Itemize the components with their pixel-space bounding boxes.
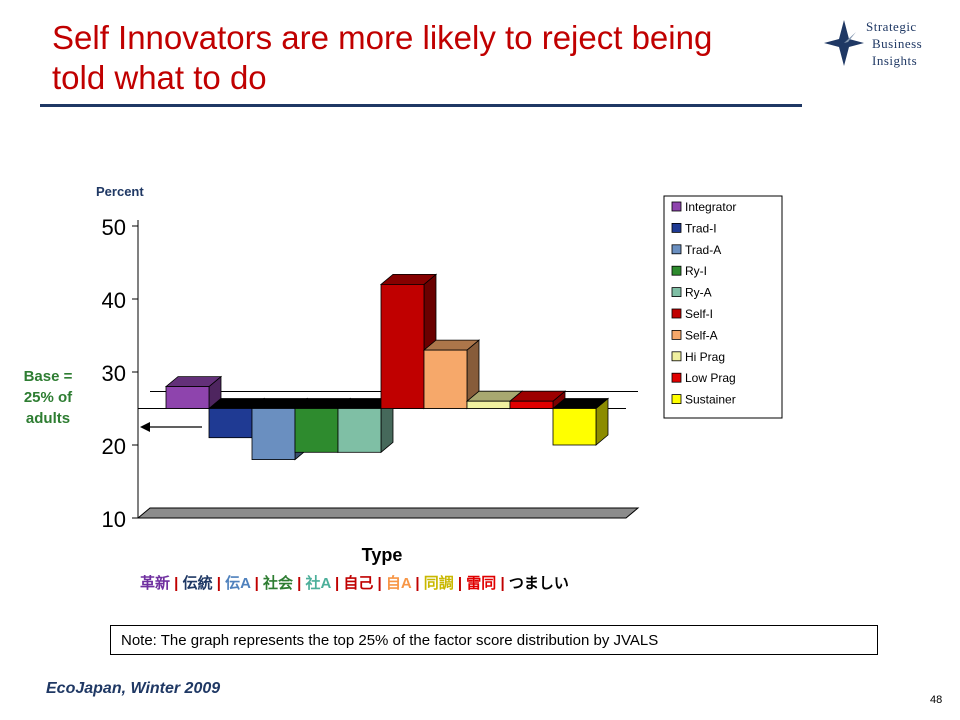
legend-box — [663, 195, 783, 419]
logo-line-1: Strategic — [866, 19, 917, 34]
jp-label-separator: | — [453, 575, 467, 592]
legend-swatch — [671, 287, 682, 298]
jp-label-separator: | — [330, 575, 344, 592]
jp-type-label: 社会 — [262, 575, 293, 592]
legend-swatch — [671, 394, 682, 405]
legend-label: Ry-I — [685, 264, 707, 278]
legend-label: Self-I — [685, 307, 713, 321]
legend-label: Hi Prag — [685, 350, 725, 364]
bar-ry-a — [337, 408, 382, 453]
jp-type-label: つましい — [508, 575, 569, 592]
y-tick-label: 10 — [102, 507, 126, 532]
legend-swatch — [671, 308, 682, 319]
jp-label-separator: | — [373, 575, 386, 592]
jp-type-label: 革新 — [140, 575, 171, 592]
legend-label: Integrator — [685, 200, 736, 214]
jp-type-label: 雷同 — [466, 575, 497, 592]
footnote-box: Note: The graph represents the top 25% o… — [110, 625, 878, 655]
jp-label-separator: | — [496, 575, 509, 592]
page-number: 48 — [930, 694, 943, 706]
bar-trad-a — [251, 408, 296, 460]
bar-sustainer — [552, 408, 597, 446]
bar-integrator — [165, 386, 210, 409]
jp-type-label: 社A — [305, 575, 331, 592]
legend-label: Trad-I — [685, 221, 717, 235]
japanese-type-labels: 革新 | 伝統 | 伝A | 社会 | 社A | 自己 | 自A | 同調 | … — [140, 572, 569, 593]
y-axis-label: Percent — [96, 184, 144, 199]
legend-label: Trad-A — [685, 243, 721, 257]
legend-swatch — [671, 329, 682, 340]
jp-label-separator: | — [250, 575, 263, 592]
legend-swatch — [671, 372, 682, 383]
x-axis-label: Type — [362, 545, 403, 565]
bar-self-a — [423, 349, 468, 409]
legend-swatch — [671, 222, 682, 233]
legend-swatch — [671, 265, 682, 276]
bar-trad-i — [208, 408, 253, 439]
y-tick-label: 20 — [102, 434, 126, 459]
jp-label-separator: | — [212, 575, 226, 592]
slide-title: Self Innovators are more likely to rejec… — [52, 19, 713, 96]
company-logo: Strategic Business Insights — [822, 18, 952, 78]
legend-label: Ry-A — [685, 286, 712, 300]
logo-line-3: Insights — [872, 53, 918, 68]
jp-type-label: 自己 — [343, 575, 374, 592]
y-tick-label: 30 — [102, 361, 126, 386]
title-rule — [40, 104, 802, 107]
star-logo-icon — [824, 20, 864, 66]
jp-label-separator: | — [170, 575, 183, 592]
jp-label-separator: | — [411, 575, 424, 592]
bar-chart: Percent 10 20 30 40 50 Type Integrator Trad-I Tra… — [96, 184, 783, 565]
bar-ry-i — [294, 408, 339, 453]
bar-self-i — [380, 283, 425, 409]
base-note: Base = 25% of adults — [23, 368, 73, 427]
legend-label: Self-A — [685, 328, 718, 342]
source-label: EcoJapan, Winter 2009 — [46, 680, 221, 697]
chart-floor — [136, 507, 640, 519]
jp-type-label: 伝A — [225, 575, 251, 592]
legend-swatch — [671, 244, 682, 255]
legend-swatch — [671, 351, 682, 362]
base-arrow-head — [140, 422, 150, 432]
y-tick-label: 40 — [102, 288, 126, 313]
logo-line-2: Business — [872, 36, 923, 51]
legend-swatch — [671, 201, 682, 212]
jp-type-label: 伝統 — [182, 575, 213, 592]
jp-label-separator: | — [292, 575, 306, 592]
legend-label: Low Prag — [685, 371, 736, 385]
jp-type-label: 同調 — [423, 575, 454, 592]
y-tick-label: 50 — [102, 215, 126, 240]
bar-hi-prag — [466, 400, 511, 409]
legend-label: Sustainer — [685, 393, 736, 407]
bar-low-prag — [509, 400, 554, 409]
jp-type-label: 自A — [385, 575, 412, 592]
